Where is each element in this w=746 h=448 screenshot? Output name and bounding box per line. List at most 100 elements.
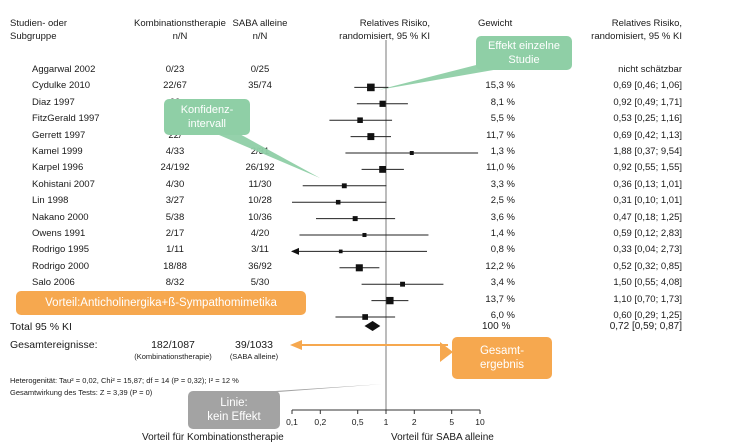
study-ci: 0,53 [0,25; 1,16] [613,113,682,125]
callout-ci-line2: intervall [188,118,226,130]
study-weight: 12,2 % [485,260,515,272]
study-combo: 24/192 [160,162,190,174]
study-name: Salo 2006 [32,277,75,289]
total-weight: 100 % [482,321,511,332]
study-effect-marker [400,281,406,287]
study-name: FitzGerald 1997 [32,113,100,125]
study-effect-marker [386,296,394,305]
study-weight: 6,0 % [490,310,515,321]
study-ci: 0,31 [0,10; 1,01] [613,195,682,207]
study-name: Lin 1998 [32,195,69,207]
study-combo: 3/27 [165,195,185,207]
callout-ci: Konfidenz- intervall [164,99,250,135]
study-saba: 10/36 [248,211,272,223]
study-name: Karpel 1996 [32,162,84,174]
study-ci: 0,60 [0,29; 1,25] [613,310,682,321]
x-axis-tick-label: 5 [449,417,454,427]
study-effect-marker [338,249,343,254]
events-combo-sub: (Kombinationstherapie) [134,352,212,361]
header-rr-plot-line1: Relatives Risiko, [359,18,430,29]
x-axis-tick-label: 2 [412,417,417,427]
x-axis-tick-label: 10 [475,417,485,427]
axis-label-right: Vorteil für SABA alleine [391,432,494,443]
study-name: Gerrett 1997 [32,129,86,141]
study-effect-marker [362,314,368,320]
x-axis-tick-label: 1 [384,417,389,427]
study-name: Nakano 2000 [32,211,89,223]
callout-total-pointer [440,342,453,362]
study-effect-marker [341,183,347,189]
study-combo: 22/ [168,129,182,141]
header-study: Studien- oder Subgruppe [10,17,67,43]
study-weight: 0,8 % [490,244,515,256]
header-study-line2: Subgruppe [10,31,57,42]
header-rr-ci: Relatives Risiko, randomisiert, 95 % KI [560,17,682,43]
study-effect-marker [362,232,367,238]
callout-study-effect-pointer [378,62,505,90]
study-ci: 0,92 [0,55; 1,55] [613,162,682,174]
header-saba-line2: n/N [252,31,268,42]
study-combo: 5/38 [165,211,185,223]
study-ci: 0,36 [0,13; 1,01] [613,178,682,190]
study-ci: 0,33 [0,04; 2,73] [613,244,682,256]
header-rr-plot: Relatives Risiko, randomisiert, 95 % KI [290,17,430,43]
study-weight: 3,3 % [490,178,515,190]
study-ci: 0,69 [0,42; 1,13] [613,129,682,141]
callout-study-effect-line1: Effekt einzelne [488,40,560,52]
study-weight: 1,4 % [490,228,515,239]
study-name: Owens 1991 [32,228,86,239]
study-combo: 4/30 [165,178,185,190]
study-name: Diaz 1997 [32,96,75,108]
study-saba: 26/192 [245,162,275,174]
header-saba-line1: SABA alleine [232,18,288,29]
x-axis-tick-label: 0,5 [352,417,364,427]
study-ci: nicht schätzbar [618,64,682,75]
callout-line: Linie: kein Effekt [188,391,280,429]
study-name: Rodrigo 2000 [32,260,90,272]
events-saba: 39/1033 [235,339,273,351]
callout-line-line1: Linie: [220,397,248,409]
study-effect-marker [355,264,363,272]
study-name: Cydulke 2010 [32,80,91,92]
study-combo: 22/67 [163,80,187,92]
x-axis-tick-label: 0,2 [314,417,326,427]
study-ci: 0,69 [0,46; 1,06] [613,80,682,92]
study-ci: 1,50 [0,55; 4,08] [613,277,682,289]
study-weight: 11,7 % [486,129,515,141]
study-combo: 1/11 [166,244,184,256]
header-rr-ci-line2: randomisiert, 95 % KI [591,31,682,42]
study-effect-marker [367,83,375,92]
total-ci: 0,72 [0,59; 0,87] [609,321,682,332]
study-saba: 10/28 [248,195,272,207]
events-label: Gesamtereignisse: [10,339,98,351]
header-rr-ci-line1: Relatives Risiko, [611,18,682,29]
header-combo-line1: Kombinationstherapie [134,18,226,29]
study-effect-marker [357,117,363,123]
axis-label-left: Vorteil für Kombinationstherapie [142,432,284,443]
header-rr-plot-line2: randomisiert, 95 % KI [339,31,430,42]
header-combo: Kombinationstherapie n/N [115,17,245,43]
study-weight: 15,3 % [485,80,515,92]
study-weight: 5,5 % [490,113,515,125]
callout-line-pointer [260,384,383,392]
heterogeneity-text: Heterogenität: Tau² = 0,02, Chi² = 15,87… [10,376,239,385]
callout-advantage: Vorteil:Anticholinergika+ß-Sympathomimet… [16,291,306,315]
study-weight: 2,5 % [490,195,515,207]
study-weight: 11,0 % [486,162,515,174]
study-saba: 3/11 [251,244,269,256]
header-weight-label: Gewicht [478,18,513,29]
callout-total-arrow-head [290,340,302,350]
events-saba-sub: (SABA alleine) [229,352,279,361]
study-name: Rodrigo 1995 [32,244,90,256]
study-weight: 1,3 % [490,146,515,157]
study-name: Kohistani 2007 [32,178,95,190]
study-combo: 8/32 [165,277,185,289]
overall-effect-text: Gesamtwirkung des Tests: Z = 3,39 (P = 0… [10,388,153,397]
study-ci: 0,47 [0,18; 1,25] [613,211,682,223]
study-ci: 0,92 [0,49; 1,71] [613,96,682,108]
x-axis-tick-label: 0,1 [286,417,298,427]
study-combo: 2/17 [165,228,185,239]
callout-ci-pointer [212,132,320,178]
